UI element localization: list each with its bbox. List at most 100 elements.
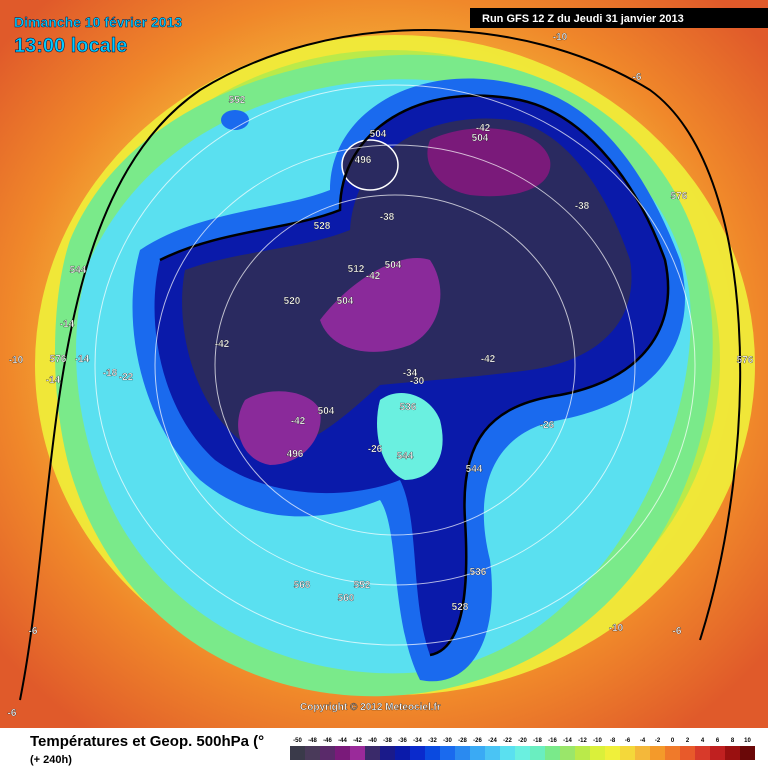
- contour-label: 552: [229, 95, 246, 106]
- legend-swatch: [710, 746, 725, 760]
- contour-label: 520: [284, 296, 301, 307]
- legend-swatch: [500, 746, 515, 760]
- contour-label: 528: [314, 221, 331, 232]
- legend-swatch: [650, 746, 665, 760]
- contour-label: -30: [410, 376, 425, 387]
- legend-tick-label: 2: [686, 738, 690, 744]
- legend-tick-label: -8: [610, 738, 616, 744]
- contour-label: -6: [673, 626, 682, 637]
- contour-label: 544: [466, 464, 483, 475]
- legend-swatch: [590, 746, 605, 760]
- legend-tick-label: 0: [671, 738, 675, 744]
- legend-swatch: [530, 746, 545, 760]
- contour-label: -42: [366, 271, 381, 282]
- run-info: Run GFS 12 Z du Jeudi 31 janvier 2013: [482, 13, 684, 25]
- contour-label: 576: [671, 191, 688, 202]
- legend-swatch: [350, 746, 365, 760]
- legend-tick-label: -46: [323, 738, 332, 744]
- legend-swatch: [725, 746, 740, 760]
- legend-swatch: [410, 746, 425, 760]
- legend-swatch: [635, 746, 650, 760]
- legend-swatch: [515, 746, 530, 760]
- legend-swatch: [605, 746, 620, 760]
- contour-label: 504: [370, 129, 387, 140]
- legend: -50 -48 -46 -44 -42 -40 -38 -36 -34 -32 -30 -28 -26-…: [290, 738, 755, 760]
- contour-label: -42: [476, 123, 491, 134]
- contour-label: -26: [540, 420, 555, 431]
- legend-tick-label: -28: [458, 738, 467, 744]
- contour-label: -38: [575, 201, 590, 212]
- legend-tick-label: -36: [398, 738, 407, 744]
- legend-tick-label: 6: [716, 738, 720, 744]
- legend-tick-label: -30: [443, 738, 452, 744]
- legend-swatch: [545, 746, 560, 760]
- contour-label: 496: [287, 449, 304, 460]
- contour-label: 536: [470, 567, 487, 578]
- contour-label: 496: [355, 155, 372, 166]
- legend-tick-label: -40: [368, 738, 377, 744]
- contour-label: -10: [9, 355, 24, 366]
- footer-subtitle: (+ 240h): [30, 754, 72, 766]
- contour-label: -42: [291, 416, 306, 427]
- legend-tick-label: -10: [593, 738, 602, 744]
- legend-swatch: [665, 746, 680, 760]
- contour-label: 504: [337, 296, 354, 307]
- legend-swatch: [455, 746, 470, 760]
- legend-tick-label: -16: [548, 738, 557, 744]
- contour-label: -34: [403, 368, 418, 379]
- contour-label: -10: [609, 623, 624, 634]
- contour-label: 528: [452, 602, 469, 613]
- legend-tick-label: -42: [353, 738, 362, 744]
- contour-label: -14: [60, 319, 75, 330]
- legend-swatch: [320, 746, 335, 760]
- contour-label: 504: [472, 133, 489, 144]
- contour-label: 544: [70, 265, 87, 276]
- legend-tick-label: -44: [338, 738, 347, 744]
- legend-tick-label: -50: [293, 738, 302, 744]
- contour-label: -26: [368, 444, 383, 455]
- legend-swatch: [680, 746, 695, 760]
- footer-title: Températures et Geop. 500hPa (°: [30, 733, 264, 750]
- legend-swatch: [470, 746, 485, 760]
- legend-tick-label: -4: [640, 738, 646, 744]
- legend-tick-label: -38: [383, 738, 392, 744]
- contour-label: -14: [75, 354, 90, 365]
- contour-label: -42: [481, 354, 496, 365]
- legend-swatch: [290, 746, 305, 760]
- legend-tick-label: -12: [578, 738, 587, 744]
- legend-tick-label: -20: [518, 738, 527, 744]
- legend-tick-label: -14: [563, 738, 572, 744]
- contour-label: 552: [354, 580, 371, 591]
- contour-label: 512: [348, 264, 365, 275]
- legend-swatch: [440, 746, 455, 760]
- contour-label: -6: [29, 626, 38, 637]
- run-box: [470, 8, 768, 28]
- forecast-date: Dimanche 10 février 2013: [14, 14, 182, 30]
- legend-swatch: [575, 746, 590, 760]
- contour-label: 504: [385, 260, 402, 271]
- legend-tick-label: -48: [308, 738, 317, 744]
- contour-label: 504: [318, 406, 335, 417]
- contour-label: -22: [119, 372, 134, 383]
- legend-swatch: [485, 746, 500, 760]
- legend-tick-label: -32: [428, 738, 437, 744]
- legend-tick-label: -26: [473, 738, 482, 744]
- contour-label: 576: [737, 355, 754, 366]
- contour-label: 568: [294, 580, 311, 591]
- map-field: [0, 0, 768, 728]
- legend-tick-label: -18: [533, 738, 542, 744]
- legend-tick-label: -6: [625, 738, 631, 744]
- legend-swatch: [425, 746, 440, 760]
- legend-tick-label: 8: [731, 738, 735, 744]
- contour-label: -42: [215, 339, 230, 350]
- contour-label: 560: [338, 593, 355, 604]
- legend-swatch: [365, 746, 380, 760]
- contour-label: -6: [633, 72, 642, 83]
- legend-swatch: [695, 746, 710, 760]
- legend-swatch: [395, 746, 410, 760]
- copyright: Copyright © 2012 Meteociel.fr: [300, 702, 441, 713]
- legend-tick-label: -22: [503, 738, 512, 744]
- forecast-time: 13:00 locale: [14, 35, 127, 57]
